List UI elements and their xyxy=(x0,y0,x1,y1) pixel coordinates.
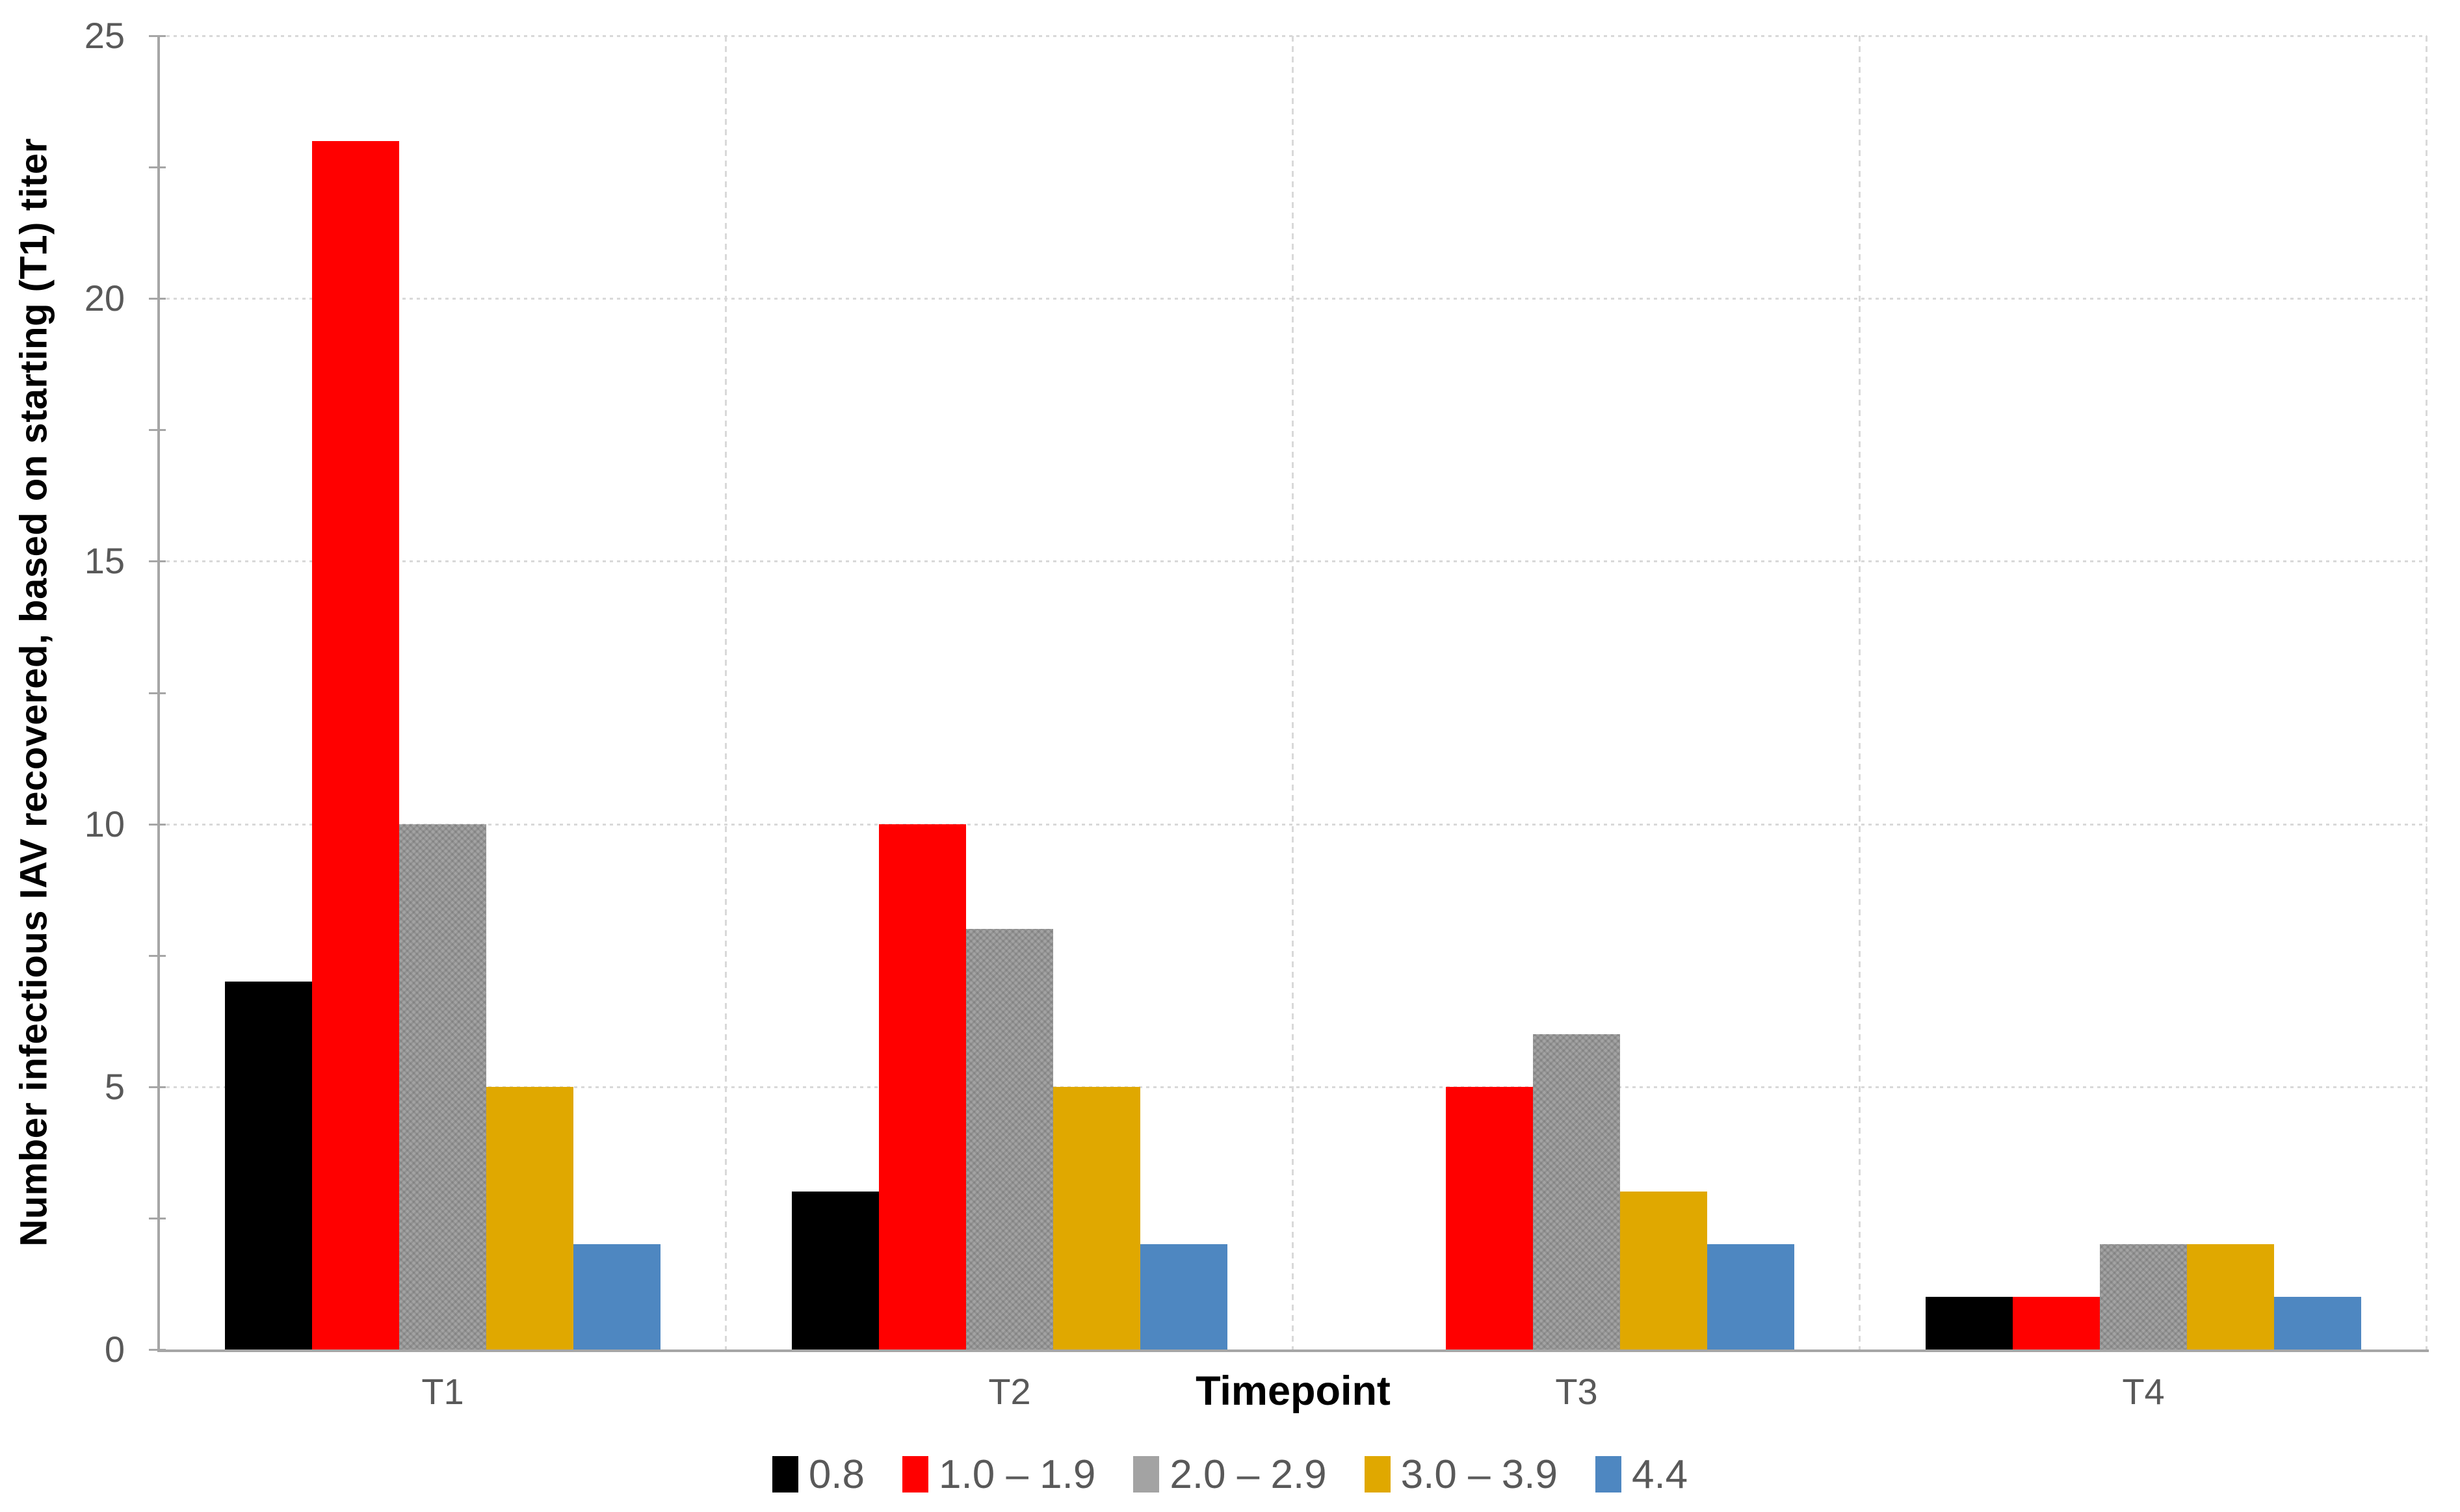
x-axis-line xyxy=(157,1349,2429,1352)
legend-item-1.0 – 1.9: 1.0 – 1.9 xyxy=(902,1452,1095,1498)
bar-T2-4.4 xyxy=(1140,1244,1227,1349)
plot-area xyxy=(149,35,2427,1351)
bar-T4-0.8 xyxy=(1926,1297,2013,1349)
x-category-label-T1: T1 xyxy=(421,1371,464,1412)
y-axis-line xyxy=(157,36,160,1351)
bar-T3-2.0 – 2.9 xyxy=(1533,1034,1620,1349)
legend-item-3.0 – 3.9: 3.0 – 3.9 xyxy=(1364,1452,1558,1498)
bar-group-T1 xyxy=(159,36,726,1349)
y-tick-label-15: 15 xyxy=(84,540,125,582)
legend-marker-2.0 – 2.9 xyxy=(1133,1456,1160,1492)
legend-item-0.8: 0.8 xyxy=(772,1452,865,1498)
bar-T4-1.0 – 1.9 xyxy=(2013,1297,2100,1349)
bar-T1-2.0 – 2.9 xyxy=(399,824,486,1349)
bar-T1-0.8 xyxy=(225,982,312,1349)
bar-group-T3 xyxy=(1293,36,1860,1349)
bar-T4-2.0 – 2.9 xyxy=(2100,1244,2187,1349)
legend-marker-1.0 – 1.9 xyxy=(902,1456,929,1492)
bar-T1-1.0 – 1.9 xyxy=(312,140,399,1349)
legend-marker-3.0 – 3.9 xyxy=(1364,1456,1391,1492)
v-gridline-4 xyxy=(2426,36,2427,1349)
legend-marker-0.8 xyxy=(772,1456,798,1492)
bar-T2-2.0 – 2.9 xyxy=(966,929,1053,1349)
bar-T2-3.0 – 3.9 xyxy=(1053,1086,1140,1349)
legend-item-4.4: 4.4 xyxy=(1595,1452,1688,1498)
v-gridline-3 xyxy=(1859,36,1861,1349)
bar-group-T2 xyxy=(726,36,1293,1349)
bar-T1-3.0 – 3.9 xyxy=(486,1086,573,1349)
bar-T3-1.0 – 1.9 xyxy=(1446,1086,1533,1349)
y-tick-label-5: 5 xyxy=(104,1065,125,1107)
x-category-label-T4: T4 xyxy=(2122,1371,2165,1412)
bar-group-T4 xyxy=(1860,36,2427,1349)
legend-label-3.0 – 3.9: 3.0 – 3.9 xyxy=(1400,1452,1558,1497)
legend-label-2.0 – 2.9: 2.0 – 2.9 xyxy=(1170,1452,1327,1497)
legend: 0.8 1.0 – 1.9 2.0 – 2.9 3.0 – 3.9 4.4 xyxy=(0,1448,2460,1500)
y-tick-label-10: 10 xyxy=(84,803,125,844)
legend-label-0.8: 0.8 xyxy=(808,1452,865,1497)
bar-T4-3.0 – 3.9 xyxy=(2187,1244,2274,1349)
legend-label-4.4: 4.4 xyxy=(1631,1452,1688,1497)
y-tick-label-25: 25 xyxy=(84,15,125,56)
v-gridline-1 xyxy=(725,36,727,1349)
v-gridline-2 xyxy=(1292,36,1294,1349)
bar-T3-4.4 xyxy=(1707,1244,1794,1349)
y-tick-label-20: 20 xyxy=(84,278,125,319)
bar-T2-0.8 xyxy=(792,1192,879,1349)
bar-T4-4.4 xyxy=(2274,1297,2361,1349)
x-category-label-T3: T3 xyxy=(1555,1371,1598,1412)
y-tick-label-0: 0 xyxy=(104,1329,125,1370)
bar-T2-1.0 – 1.9 xyxy=(879,824,966,1349)
legend-marker-4.4 xyxy=(1595,1456,1621,1492)
legend-label-1.0 – 1.9: 1.0 – 1.9 xyxy=(939,1452,1096,1497)
bar-T3-3.0 – 3.9 xyxy=(1620,1192,1707,1349)
x-category-label-T2: T2 xyxy=(988,1371,1031,1412)
legend-item-2.0 – 2.9: 2.0 – 2.9 xyxy=(1133,1452,1327,1498)
bar-T1-4.4 xyxy=(573,1244,661,1349)
x-axis-title: Timepoint xyxy=(1196,1368,1391,1414)
